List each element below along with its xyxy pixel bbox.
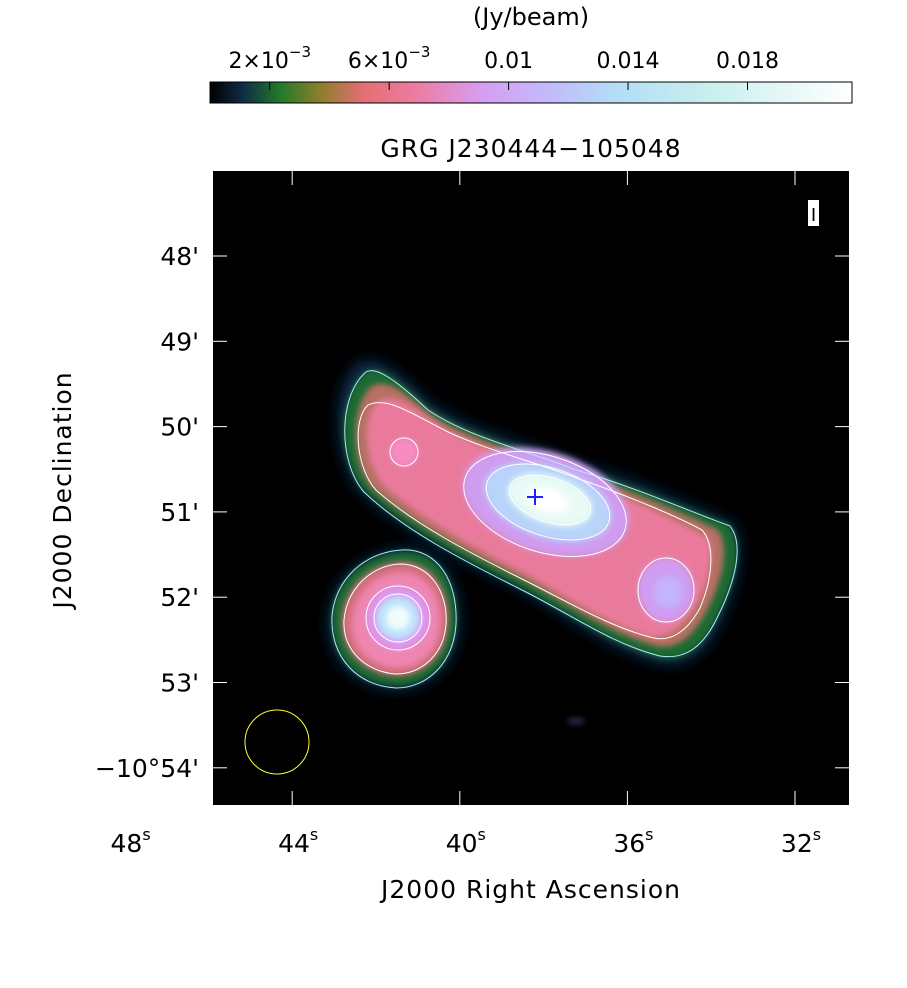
beam-ellipse [244, 709, 310, 775]
y-tick-label: 51' [160, 498, 199, 527]
contour-outer [344, 370, 738, 658]
contour-level-2-south [343, 563, 447, 675]
x-tick-label: 36s [613, 825, 653, 858]
emission-lobe-southwest-core [654, 576, 682, 608]
emission-core-central-peak [526, 486, 570, 514]
colorbar-label: (Jy/beam) [473, 3, 589, 31]
x-tick-label: 44s [278, 825, 318, 858]
stokes-label: I [811, 205, 816, 226]
x-tick-label: 32s [781, 825, 821, 858]
contours [331, 370, 738, 689]
contour-level-3 [463, 450, 627, 558]
colorbar: (Jy/beam) 2×10−3 6×10−3 0.01 0.014 0.018 [209, 3, 853, 104]
contour-south-level-4 [373, 593, 423, 643]
radio-emission [327, 360, 741, 725]
y-tick-label: 48' [160, 242, 199, 271]
x-axis-label: J2000 Right Ascension [379, 875, 681, 904]
emission-lobe-northeast [390, 438, 418, 466]
y-axis-label: J2000 Declination [48, 371, 77, 610]
y-tick-label: 52' [160, 583, 199, 612]
contour-level-2 [357, 402, 712, 640]
colorbar-tick-labels: 2×10−3 6×10−3 0.01 0.014 0.018 [228, 43, 779, 74]
x-axis-tick-labels: 23h04m56s48s44s40s36s32s [111, 825, 822, 858]
contour-outer-south [331, 549, 457, 689]
stokes-label-box [808, 200, 819, 226]
colorbar-tick-label: 0.01 [484, 49, 533, 74]
contour-lobe-southwest [637, 557, 695, 623]
y-tick-label: 53' [160, 669, 199, 698]
y-tick-label: −10°54' [95, 754, 199, 783]
x-tick-label: 40s [446, 825, 486, 858]
colorbar-scale [209, 81, 853, 104]
image-panel: I [124, 171, 849, 805]
colorbar-tick-label: 2×10−3 [228, 43, 311, 74]
emission-south-source-core [386, 606, 410, 630]
x-tick-label: 48s [111, 825, 151, 858]
contour-level-5 [508, 474, 592, 526]
contour-south-level-3 [365, 585, 431, 651]
colorbar-tick-marks [269, 82, 748, 90]
contour-lobe-northeast [389, 437, 419, 467]
axis-tick-marks [124, 171, 849, 805]
plot-title: GRG J230444−105048 [380, 134, 681, 163]
y-tick-label: 49' [160, 327, 199, 356]
colorbar-tick-label: 0.018 [716, 49, 779, 74]
contour-level-4 [485, 463, 611, 541]
host-position-marker [527, 489, 543, 505]
emission-noise-spot [567, 717, 585, 725]
colorbar-tick-label: 6×10−3 [348, 43, 431, 74]
colorbar-tick-label: 0.014 [597, 49, 660, 74]
y-tick-label: 50' [160, 413, 199, 442]
y-axis-tick-labels: 48' 49' 50' 51' 52' 53' −10°54' [95, 242, 199, 783]
